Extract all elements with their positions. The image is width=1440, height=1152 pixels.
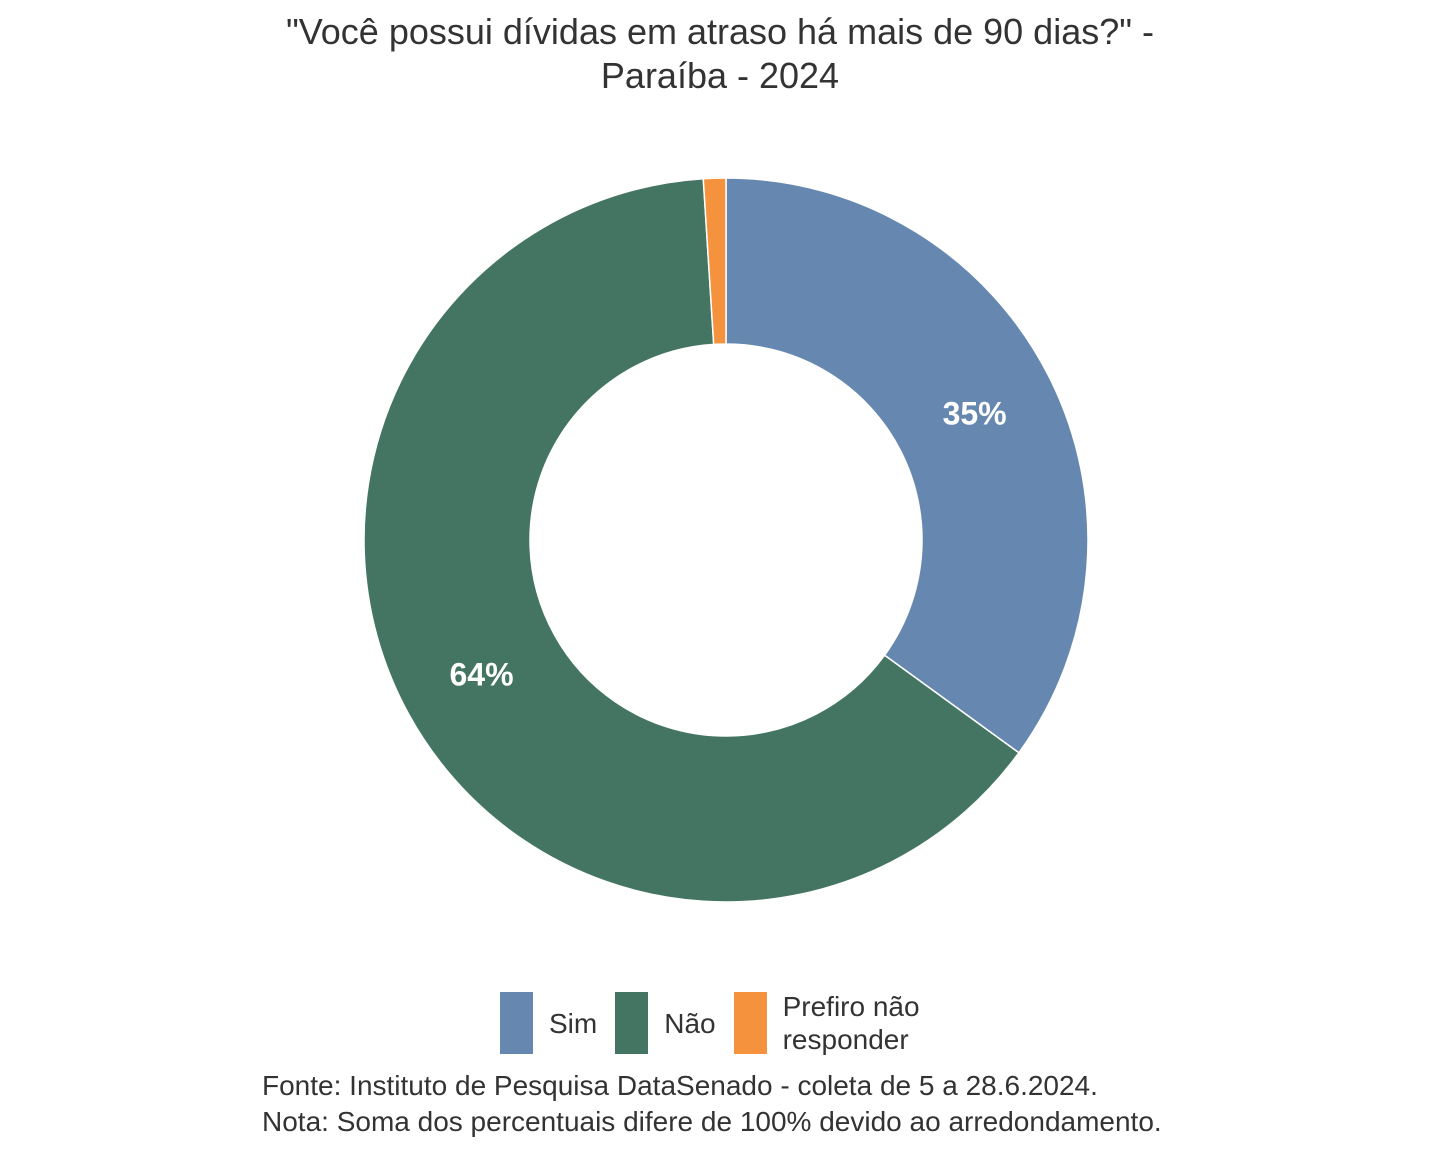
donut-slice-sim <box>725 177 1089 754</box>
donut-slice-prefiro-nao-responder <box>702 177 727 346</box>
legend-swatch-nao <box>615 992 649 1054</box>
donut-slice-nao <box>363 177 1020 903</box>
chart-caption: Fonte: Instituto de Pesquisa DataSenado … <box>262 1068 1162 1140</box>
chart-title: "Você possui dívidas em atraso há mais d… <box>0 10 1440 98</box>
legend-label-sim: Sim <box>549 1007 598 1039</box>
legend-label-prefiro-nao-responder: Prefiro não responder <box>782 991 920 1055</box>
legend-item-sim: Sim <box>500 992 597 1054</box>
legend-item-nao: Não <box>615 992 716 1054</box>
legend-swatch-prefiro-nao-responder <box>733 992 767 1054</box>
data-label-nao: 64% <box>449 656 513 692</box>
chart-title-line-2: Paraíba - 2024 <box>600 55 840 96</box>
legend-swatch-sim <box>500 992 533 1054</box>
rounding-note: Nota: Soma dos percentuais difere de 100… <box>262 1106 1162 1137</box>
chart-title-line-1: "Você possui dívidas em atraso há mais d… <box>285 11 1155 52</box>
legend-item-prefiro-nao-responder: Prefiro não responder <box>733 990 920 1056</box>
source-note: Fonte: Instituto de Pesquisa DataSenado … <box>262 1070 1098 1101</box>
legend-label-nao: Não <box>664 1007 716 1039</box>
legend: Sim Não Prefiro não responder <box>500 990 938 1056</box>
data-label-sim: 35% <box>943 395 1007 431</box>
